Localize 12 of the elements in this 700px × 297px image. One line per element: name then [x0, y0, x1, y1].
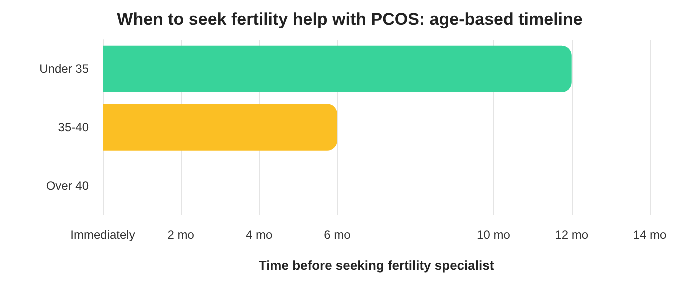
x-tick-label: 10 mo — [477, 228, 511, 242]
x-tick-label: 4 mo — [246, 228, 273, 242]
x-axis-title: Time before seeking fertility specialist — [258, 258, 495, 273]
y-tick-label: 35-40 — [58, 120, 90, 134]
x-tick-label: 2 mo — [168, 228, 195, 242]
x-tick-label: 12 mo — [555, 228, 589, 242]
x-tick-label: 14 mo — [633, 228, 667, 242]
chart-title: When to seek fertility help with PCOS: age-based timeline — [117, 10, 583, 29]
x-tick-label: 6 mo — [324, 228, 352, 242]
y-tick-label: Over 40 — [46, 178, 90, 193]
y-tick-label: Under 35 — [40, 62, 90, 76]
x-tick-label: Immediately — [70, 228, 136, 242]
